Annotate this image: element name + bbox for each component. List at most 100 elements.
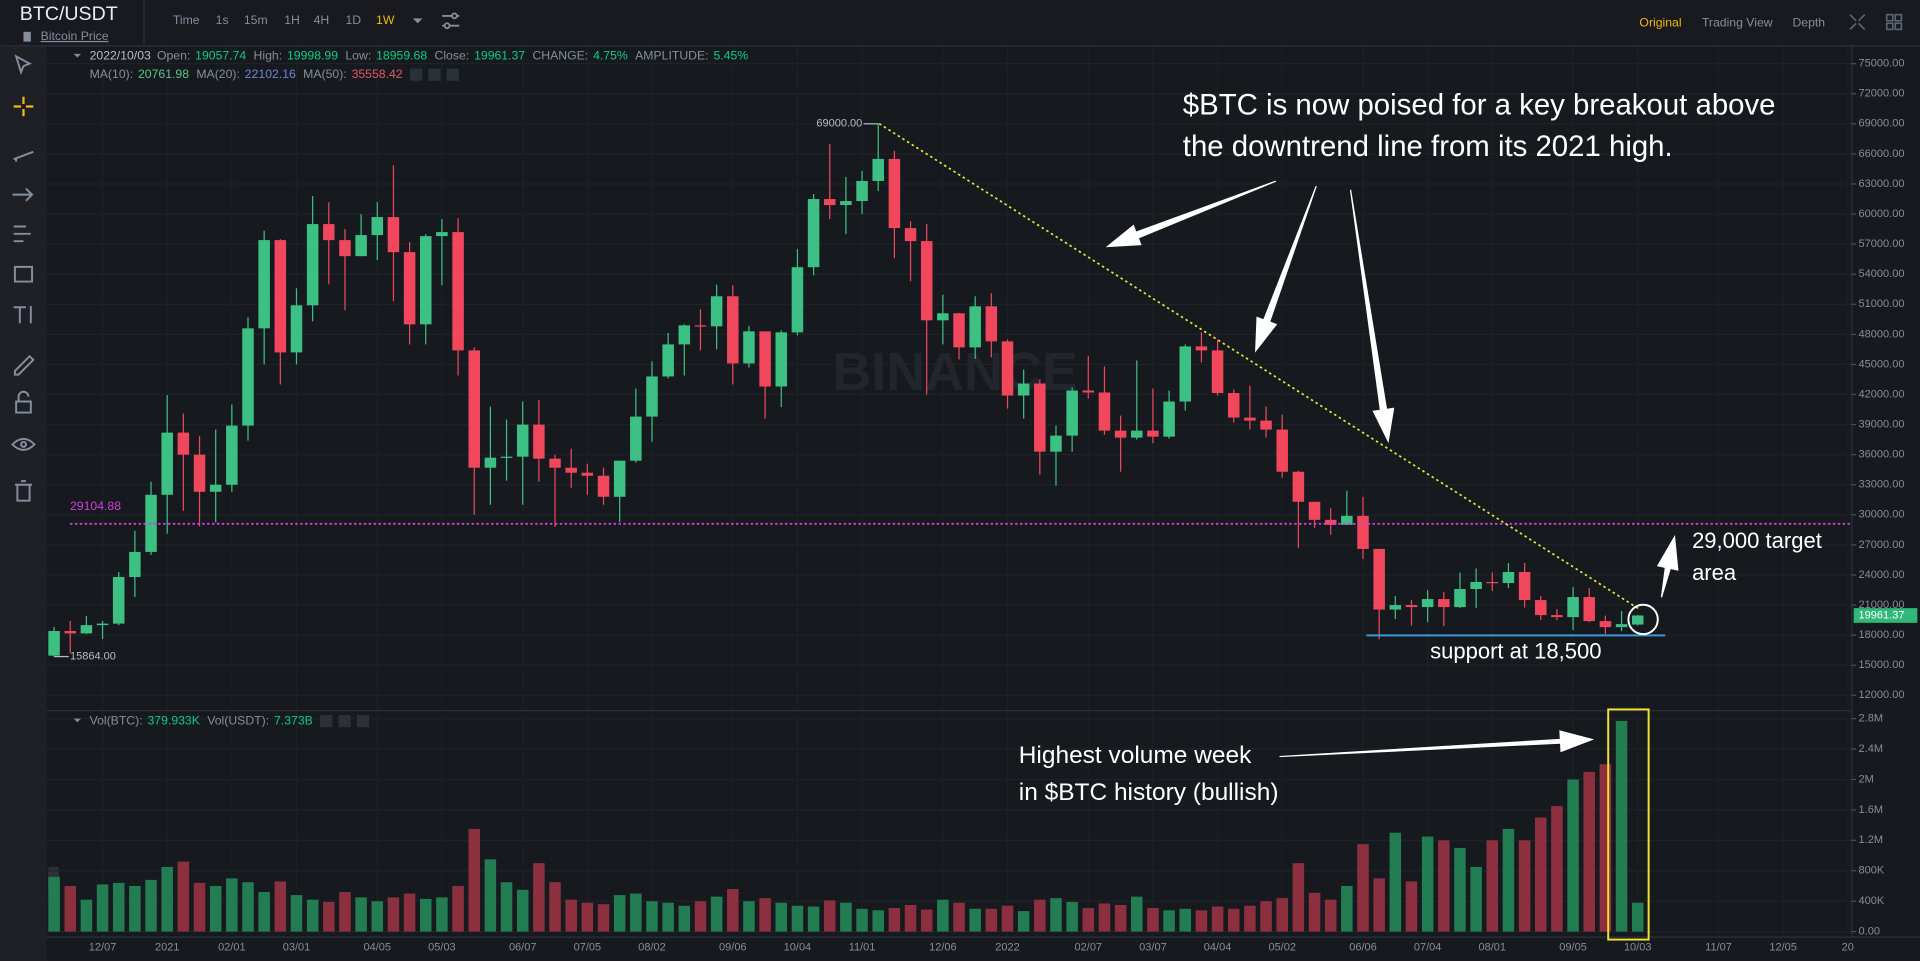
interval-button[interactable]: Time bbox=[173, 13, 200, 27]
interval-button[interactable]: 1H bbox=[284, 13, 300, 27]
interval-dropdown[interactable] bbox=[412, 18, 423, 24]
symbol[interactable]: BTC/USDT bbox=[20, 3, 118, 25]
interval-button[interactable]: 1s bbox=[216, 13, 229, 27]
annotation-arrow bbox=[1349, 189, 1395, 444]
candle-body bbox=[436, 232, 448, 237]
collapse-arrow[interactable] bbox=[73, 53, 82, 58]
candle-body bbox=[387, 217, 400, 253]
delete-tool[interactable] bbox=[14, 480, 33, 502]
annotation-text: the downtrend line from its 2021 high. bbox=[1183, 130, 1673, 163]
view-tab[interactable]: Depth bbox=[1792, 15, 1825, 29]
x-tick-label: 07/04 bbox=[1414, 941, 1442, 953]
volume-bar bbox=[436, 897, 448, 932]
low-label: 15864.00 bbox=[70, 650, 116, 662]
candle-body bbox=[888, 158, 901, 229]
volume-bar bbox=[759, 898, 771, 932]
price-level-label: 29104.88 bbox=[70, 499, 121, 513]
volume-bar bbox=[1227, 908, 1240, 932]
candle-body bbox=[1615, 624, 1628, 628]
info-text: MA(50): bbox=[303, 67, 347, 81]
candle-body bbox=[516, 424, 529, 457]
volume-bar bbox=[549, 882, 561, 932]
crosshair-tool[interactable] bbox=[13, 96, 34, 117]
y-tick-label: 60000.00 bbox=[1859, 208, 1905, 220]
x-tick-label: 09/06 bbox=[719, 941, 747, 953]
info-text: 19961.37 bbox=[474, 49, 525, 63]
info-text: Vol(USDT): bbox=[207, 713, 269, 727]
measure-tool[interactable] bbox=[13, 150, 34, 162]
volume-bar bbox=[856, 908, 868, 932]
volume-bar bbox=[710, 896, 723, 932]
x-tick-label: 06/07 bbox=[509, 941, 537, 953]
indicator-control[interactable] bbox=[428, 68, 441, 81]
volume-bar bbox=[904, 904, 917, 932]
pen-tool[interactable] bbox=[13, 354, 35, 376]
volume-bar bbox=[888, 908, 901, 932]
interval-button[interactable]: 15m bbox=[244, 13, 268, 27]
candle-body bbox=[710, 296, 723, 327]
indicator-control[interactable] bbox=[320, 714, 333, 728]
volume-bar bbox=[64, 885, 77, 932]
y-tick-label: 18000.00 bbox=[1859, 629, 1905, 641]
shape-tool[interactable] bbox=[13, 265, 34, 283]
interval-button[interactable]: 1W bbox=[376, 13, 395, 27]
volume-bar bbox=[743, 901, 755, 932]
info-text: Close: bbox=[435, 49, 470, 63]
view-tab[interactable]: Trading View bbox=[1702, 15, 1773, 29]
x-tick-label: 10/03 bbox=[1624, 941, 1652, 953]
candle-body bbox=[1131, 430, 1143, 438]
volume-bar bbox=[807, 906, 820, 932]
layout-icons[interactable] bbox=[1849, 13, 1903, 31]
info-text: Open: bbox=[157, 49, 190, 63]
candle-body bbox=[1292, 471, 1305, 502]
x-tick-label: 03/07 bbox=[1139, 941, 1167, 953]
y-tick-label: 75000.00 bbox=[1859, 58, 1905, 70]
volume-bar bbox=[1034, 899, 1046, 932]
y-tick-label: 72000.00 bbox=[1859, 88, 1905, 100]
volume-bar bbox=[468, 828, 480, 932]
indicator-control[interactable] bbox=[338, 714, 351, 728]
volume-bar bbox=[1147, 908, 1159, 932]
volume-bar bbox=[1001, 905, 1014, 932]
text-tool[interactable] bbox=[13, 306, 32, 324]
interval-button[interactable]: 4H bbox=[314, 13, 330, 27]
candle-body bbox=[1324, 519, 1337, 525]
volume-bar bbox=[630, 893, 642, 932]
cursor-tool[interactable] bbox=[14, 54, 32, 76]
indicator-control[interactable] bbox=[446, 68, 459, 81]
x-tick-label: 02/07 bbox=[1075, 941, 1103, 953]
x-tick-label: 11/07 bbox=[1705, 941, 1732, 953]
y-tick-label: 30000.00 bbox=[1859, 509, 1905, 521]
volume-bar bbox=[1163, 910, 1175, 932]
candle-body bbox=[775, 332, 788, 387]
indicator-control[interactable] bbox=[409, 68, 423, 81]
arrow-tool[interactable] bbox=[12, 187, 34, 202]
collapse-arrow[interactable] bbox=[73, 718, 82, 723]
lock-tool[interactable] bbox=[15, 390, 32, 414]
volume-bar bbox=[823, 900, 836, 932]
indicator-control[interactable] bbox=[356, 714, 370, 728]
subtitle-link[interactable]: Bitcoin Price bbox=[41, 29, 109, 43]
candle-body bbox=[1034, 383, 1046, 452]
x-tick-label: 02/01 bbox=[218, 941, 246, 953]
volume-bar bbox=[484, 859, 497, 932]
candle-body bbox=[274, 240, 287, 353]
volume-bar bbox=[1195, 910, 1208, 932]
volume-bar bbox=[613, 895, 626, 932]
candle-body bbox=[48, 630, 60, 656]
volume-bar bbox=[840, 902, 852, 932]
volume-bar bbox=[274, 881, 287, 932]
volume-bar bbox=[452, 885, 464, 932]
interval-button[interactable]: 1D bbox=[345, 13, 361, 27]
volume-bar bbox=[775, 902, 788, 932]
x-tick-label: 12/07 bbox=[89, 941, 117, 953]
visibility-tool[interactable] bbox=[11, 437, 36, 451]
volume-bar bbox=[1518, 840, 1531, 932]
candle-body bbox=[1470, 582, 1482, 590]
view-tab[interactable]: Original bbox=[1639, 15, 1681, 29]
lines-tool[interactable] bbox=[13, 225, 31, 243]
candle-body bbox=[1405, 605, 1418, 608]
candle-body bbox=[306, 224, 319, 306]
candle-body bbox=[953, 313, 965, 348]
settings-icon[interactable] bbox=[442, 12, 460, 30]
